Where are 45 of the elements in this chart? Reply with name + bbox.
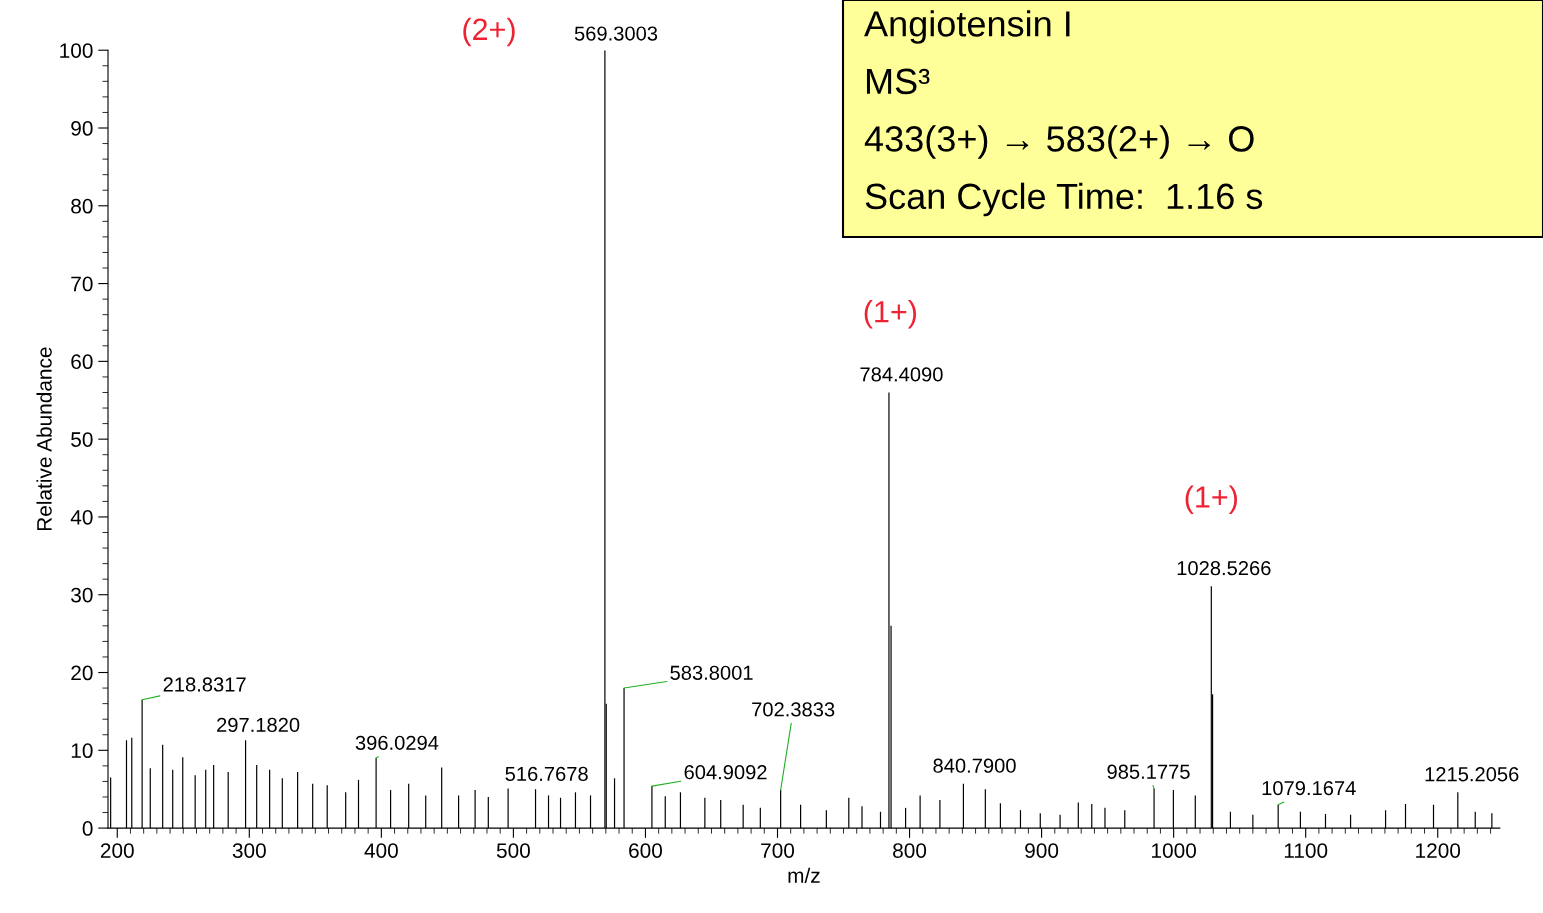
x-tick-label: 1200 — [1416, 843, 1461, 858]
x-tick-label: 1100 — [1284, 843, 1328, 858]
annotation: 297.1820 — [217, 717, 300, 733]
text: Angiotensin I — [864, 10, 1070, 44]
x-tick-label: 200 — [100, 843, 134, 858]
annotation: 702.3833 — [752, 702, 835, 717]
annotation: MS³ — [866, 68, 930, 95]
annotation: 583.8001 — [670, 665, 753, 680]
x-axis-title: m/z — [788, 867, 820, 883]
annotation: (1+) — [1185, 485, 1237, 514]
y-tick-label: 80 — [71, 198, 93, 214]
y-tick-label: 100 — [60, 43, 93, 58]
y-tick-label: 90 — [71, 121, 93, 136]
x-tick-label: 400 — [364, 843, 398, 858]
y-axis-title: Relative Abundance — [36, 347, 52, 531]
x-tick-label: 700 — [761, 843, 795, 858]
annotation: 840.7900 — [933, 758, 1016, 773]
y-tick-label: 70 — [71, 276, 93, 292]
annotation: 784.4090 — [860, 367, 943, 382]
annotation: 1028.5266 — [1177, 560, 1271, 576]
annotation: 218.8317 — [163, 677, 246, 692]
x-tick-label: 600 — [629, 843, 663, 858]
annotation: 516.7678 — [505, 766, 588, 782]
annotation: 1215.2056 — [1425, 767, 1519, 782]
y-tick-label: 60 — [71, 354, 93, 370]
text: (2+) — [463, 17, 515, 47]
x-tick-label: 500 — [496, 843, 530, 858]
x-tick-label: 800 — [893, 843, 927, 858]
annotation: (1+) — [864, 300, 917, 329]
annotation: 604.9092 — [684, 765, 767, 780]
x-tick-label: 900 — [1025, 843, 1059, 858]
x-tick-label: 1000 — [1152, 843, 1196, 858]
annotation: Scan Cycle Time: 1.16 s — [865, 182, 1263, 217]
annotation: 433(3+) → 583(2+) → O — [864, 125, 1254, 159]
annotation: 569.3003 — [574, 26, 658, 41]
y-tick-label: 0 — [82, 821, 93, 836]
annotation: 1079.1674 — [1262, 780, 1356, 796]
y-tick-label: 10 — [71, 743, 93, 759]
y-tick-label: 40 — [70, 509, 93, 525]
annotation: 985.1775 — [1107, 764, 1190, 779]
y-tick-label: 20 — [71, 665, 93, 681]
y-tick-label: 50 — [71, 432, 93, 447]
y-tick-label: 30 — [71, 587, 93, 603]
annotation: 396.0294 — [355, 735, 439, 750]
x-tick-label: 300 — [232, 843, 266, 858]
